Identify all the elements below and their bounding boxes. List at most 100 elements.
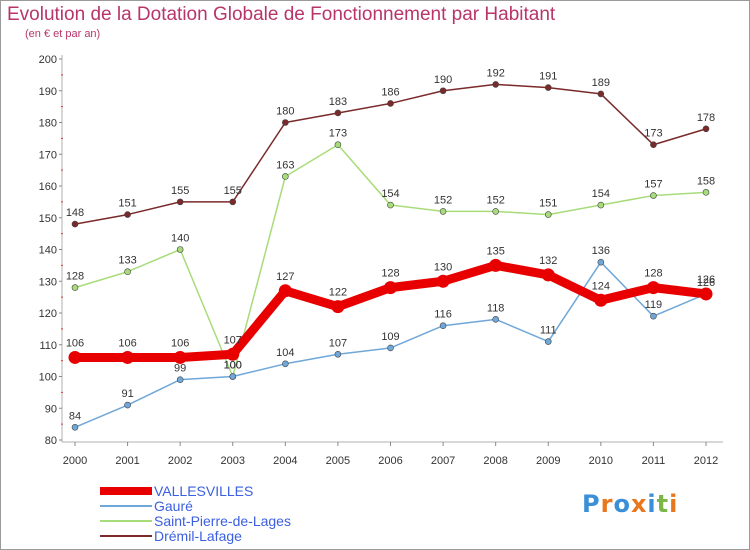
- data-point: [544, 211, 552, 218]
- x-tick-label: 2010: [589, 455, 613, 467]
- data-point: [68, 350, 82, 364]
- data-point: [650, 141, 657, 149]
- data-label: 119: [645, 299, 663, 311]
- data-label: 136: [592, 245, 610, 257]
- data-label: 152: [434, 194, 452, 206]
- data-label: 154: [381, 188, 399, 200]
- legend-label: Saint-Pierre-de-Lages: [154, 513, 291, 529]
- data-label: 192: [486, 67, 504, 79]
- y-tick-label: 180: [39, 118, 57, 130]
- y-tick-label: 120: [39, 308, 57, 320]
- data-label: 173: [329, 128, 347, 140]
- data-label: 173: [644, 128, 662, 140]
- data-label: 107: [329, 337, 347, 349]
- y-tick-label: 190: [39, 86, 57, 98]
- data-point: [387, 344, 394, 352]
- data-point: [121, 350, 135, 364]
- y-tick-label: 90: [45, 403, 57, 415]
- data-label: 133: [118, 255, 136, 267]
- data-label: 84: [69, 410, 81, 422]
- logo-letter: x: [630, 490, 648, 518]
- data-label: 148: [66, 207, 84, 219]
- logo-letter: r: [600, 490, 614, 518]
- data-point: [699, 287, 713, 301]
- y-tick-label: 200: [39, 54, 57, 66]
- x-tick-label: 2004: [273, 455, 297, 467]
- data-point: [702, 125, 710, 133]
- data-point: [124, 211, 131, 218]
- data-point: [597, 90, 605, 98]
- logo-letter: t: [656, 490, 670, 518]
- data-label: 91: [121, 388, 133, 400]
- data-label: 155: [224, 185, 242, 197]
- data-point: [436, 274, 450, 288]
- data-label: 183: [329, 96, 347, 108]
- data-label: 128: [381, 268, 399, 280]
- data-label: 132: [539, 255, 557, 267]
- data-point: [124, 268, 131, 276]
- x-tick-label: 2003: [221, 455, 245, 467]
- data-label: 154: [592, 188, 610, 200]
- logo-letter: i: [669, 490, 679, 518]
- data-label: 118: [487, 302, 505, 314]
- data-point: [384, 281, 397, 295]
- data-label: 111: [540, 325, 557, 337]
- data-point: [489, 258, 503, 272]
- y-tick-label: 150: [39, 213, 57, 225]
- data-point: [282, 119, 289, 126]
- data-point: [71, 284, 79, 291]
- legend-label: Drémil-Lafage: [154, 528, 242, 544]
- x-tick-label: 2006: [378, 455, 402, 467]
- data-label: 158: [697, 175, 715, 187]
- legend-label: VALLESVILLES: [154, 483, 254, 499]
- legend-swatch: [100, 487, 152, 495]
- data-label: 157: [644, 179, 662, 191]
- data-point: [594, 293, 608, 307]
- x-tick-label: 2007: [431, 455, 455, 467]
- data-point: [597, 258, 605, 266]
- data-point: [71, 423, 79, 431]
- data-label: 189: [592, 77, 610, 89]
- data-label: 99: [174, 363, 186, 375]
- data-point: [439, 87, 447, 95]
- x-tick-label: 2000: [63, 455, 87, 467]
- data-label: 106: [66, 337, 84, 349]
- data-point: [492, 316, 499, 323]
- logo-letter: P: [582, 490, 601, 518]
- data-label: 163: [276, 159, 294, 171]
- data-label: 124: [592, 280, 610, 292]
- data-label: 106: [118, 337, 136, 349]
- data-point: [439, 322, 447, 330]
- data-point: [278, 284, 292, 298]
- data-point: [331, 300, 345, 314]
- y-tick-label: 80: [45, 435, 57, 447]
- x-tick-label: 2002: [168, 455, 192, 467]
- data-point: [387, 201, 394, 209]
- legend-swatch: [100, 505, 152, 507]
- data-point: [650, 312, 657, 320]
- y-tick-label: 160: [39, 181, 57, 193]
- data-label: 151: [539, 198, 557, 210]
- data-label: 127: [276, 271, 294, 283]
- data-label: 126: [697, 277, 715, 289]
- x-tick-label: 2001: [115, 455, 139, 467]
- data-point: [334, 141, 342, 149]
- data-label: 152: [486, 194, 504, 206]
- data-point: [229, 198, 237, 206]
- legend-label: Gauré: [154, 498, 193, 514]
- data-point: [176, 246, 184, 253]
- data-point: [229, 373, 237, 380]
- data-label: 128: [644, 268, 662, 280]
- data-point: [282, 173, 289, 180]
- data-point: [226, 347, 240, 361]
- data-label: 116: [434, 309, 452, 321]
- data-label: 100: [224, 360, 242, 372]
- x-tick-label: 2012: [694, 455, 718, 467]
- data-label: 130: [434, 261, 452, 273]
- data-point: [387, 100, 394, 107]
- data-label: 100: [224, 360, 242, 372]
- data-point: [334, 109, 342, 117]
- data-label: 151: [118, 198, 136, 210]
- data-point: [492, 208, 499, 215]
